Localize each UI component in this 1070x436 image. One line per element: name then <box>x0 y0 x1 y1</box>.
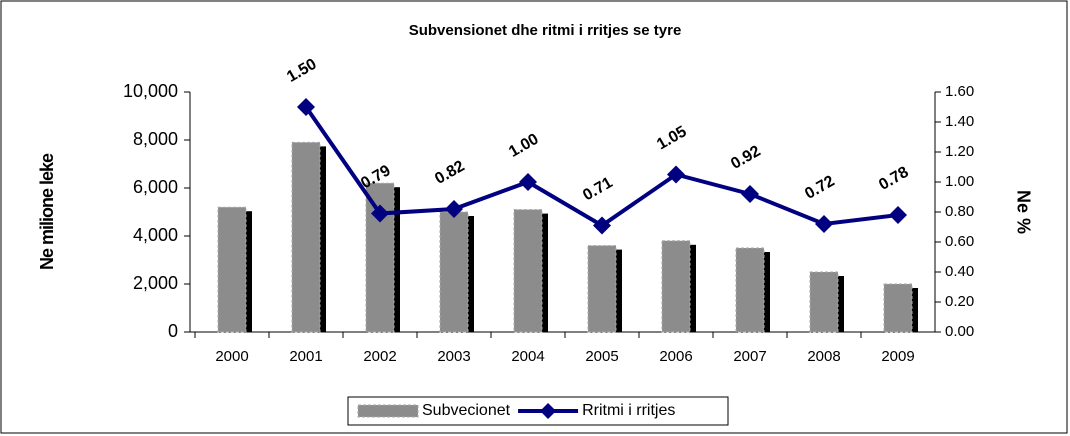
y2-axis-title: Ne % <box>1013 190 1033 234</box>
x-tick-label: 2002 <box>363 348 396 365</box>
bar <box>439 211 469 333</box>
bar <box>513 209 543 333</box>
y2-tick-label: 0.40 <box>945 263 974 280</box>
x-tick-label: 2006 <box>659 348 692 365</box>
y2-tick-label: 0.80 <box>945 203 974 220</box>
line-marker <box>889 206 907 224</box>
line-marker <box>593 216 611 235</box>
bar <box>217 206 247 333</box>
y-tick-label: 2,000 <box>133 273 178 293</box>
legend-label: Rritmi i rritjes <box>582 402 675 419</box>
y2-tick-label: 0.00 <box>945 323 974 340</box>
y-tick-label: 6,000 <box>133 177 178 197</box>
y2-tick-label: 1.40 <box>945 113 974 130</box>
line-marker <box>297 98 315 116</box>
chart-title: Subvensionet dhe ritmi i rritjes se tyre <box>409 22 682 39</box>
y-tick-label: 10,000 <box>123 81 178 101</box>
y-tick-label: 0 <box>168 321 178 341</box>
y-tick-label: 8,000 <box>133 129 178 149</box>
legend-marker <box>540 403 557 419</box>
bar <box>883 283 913 333</box>
bar <box>735 247 765 333</box>
bar <box>365 182 395 333</box>
y2-tick-label: 1.00 <box>945 173 974 190</box>
x-tick-label: 2005 <box>585 348 618 365</box>
x-tick-label: 2009 <box>881 348 914 365</box>
y2-tick-label: 0.60 <box>945 233 974 250</box>
x-tick-label: 2004 <box>511 348 544 365</box>
line-marker <box>371 204 389 223</box>
bar <box>587 245 617 333</box>
y-axis-title: Ne milione leke <box>37 153 57 270</box>
line-marker <box>815 215 833 233</box>
bar <box>291 141 321 333</box>
bar <box>661 240 691 333</box>
y2-tick-label: 0.20 <box>945 293 974 310</box>
x-tick-label: 2000 <box>215 348 248 365</box>
x-tick-label: 2007 <box>733 348 766 365</box>
line-marker <box>519 173 537 191</box>
line-marker <box>445 200 463 218</box>
y-tick-label: 4,000 <box>133 225 178 245</box>
legend-swatch <box>357 404 419 418</box>
x-tick-label: 2008 <box>807 348 840 365</box>
line-marker <box>741 185 759 203</box>
x-tick-label: 2001 <box>289 348 322 365</box>
line-marker <box>667 165 685 184</box>
legend-label: Subvecionet <box>422 402 511 419</box>
x-tick-label: 2003 <box>437 348 470 365</box>
y2-tick-label: 1.20 <box>945 143 974 160</box>
y2-tick-label: 1.60 <box>945 83 974 100</box>
bar <box>809 271 839 333</box>
